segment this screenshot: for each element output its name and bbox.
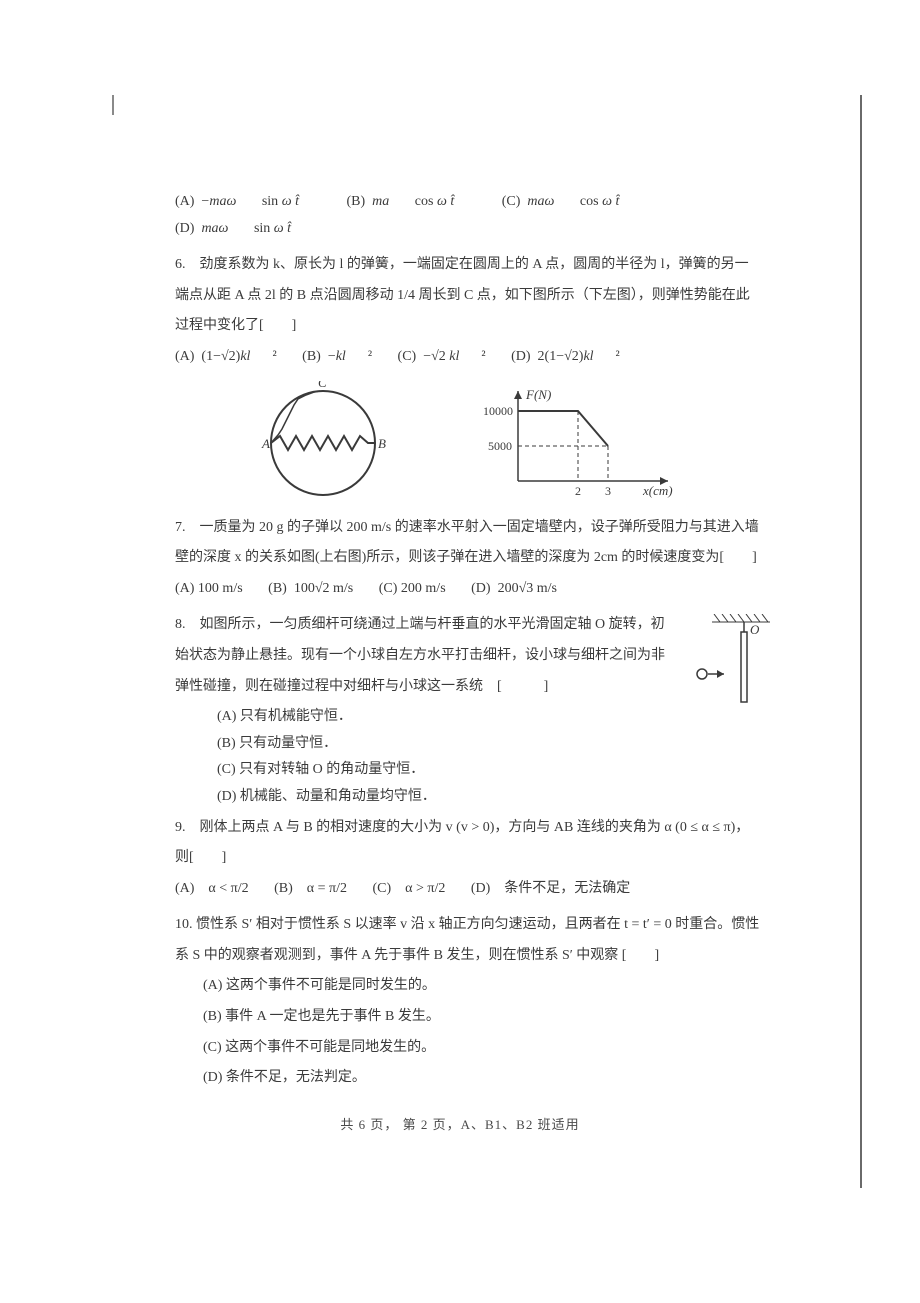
svg-text:3: 3 [605,484,611,498]
q8-opt-b: (B) 只有动量守恒． [175,731,760,758]
q6-opt-c: (C) −√2 kl² [398,344,486,371]
q6-stem-2: 端点从距 A 点 2l 的 B 点沿圆周移动 1/4 周长到 C 点，如下图所示… [175,283,760,310]
q6-stem-3: 过程中变化了[ ] [175,313,760,340]
page-border-left [112,95,114,115]
q5-options: (A) −maω sin ω t̂ (B) ma cos ω t̂ (C) ma… [175,189,760,242]
q7-opt-c: (C) 200 m/s [379,576,446,603]
svg-text:x(cm): x(cm) [642,483,673,498]
rod-figure: O [692,614,770,710]
svg-text:2: 2 [575,484,581,498]
q5-opt-d: (D) maω sin ω t̂ [175,216,313,243]
q8-stem-1: 8. 如图所示，一匀质细杆可绕通过上端与杆垂直的水平光滑固定轴 O 旋转，初 [175,612,760,639]
q7-opt-d: (D) 200√3 m/s [471,576,557,603]
q10-opt-d: (D) 条件不足，无法判定。 [175,1065,760,1092]
figure-row: A B C 10000 5000 2 3 x(cm) F(N) [175,381,760,501]
q6-opt-b: (B) −kl² [302,344,372,371]
q9-opt-a: (A) α < π/2 [175,876,249,903]
page-border-right [860,95,862,1188]
q7-stem-2: 壁的深度 x 的关系如图(上右图)所示，则该子弹在进入墙壁的深度为 2cm 的时… [175,545,760,572]
q5-opt-c: (C) maω cos ω t̂ [502,189,642,216]
q9-stem-2: 则[ ] [175,845,760,872]
q5-opt-a: (A) −maω sin ω t̂ [175,189,321,216]
q10-stem-1: 10. 惯性系 S′ 相对于惯性系 S 以速率 v 沿 x 轴正方向匀速运动，且… [175,912,760,939]
svg-text:5000: 5000 [488,439,512,453]
q9-opt-d: (D) 条件不足，无法确定 [471,876,630,903]
svg-text:A: A [261,436,270,451]
svg-text:O: O [750,622,760,637]
q9-opt-b: (B) α = π/2 [274,876,347,903]
q6-stem-1: 6. 劲度系数为 k、原长为 l 的弹簧，一端固定在圆周上的 A 点，圆周的半径… [175,252,760,279]
q6-opt-d: (D) 2(1−√2)kl² [511,344,620,371]
exam-page: (A) −maω sin ω t̂ (B) ma cos ω t̂ (C) ma… [0,0,920,1303]
q9-options: (A) α < π/2 (B) α = π/2 (C) α > π/2 (D) … [175,876,760,903]
q8-stem-3: 弹性碰撞，则在碰撞过程中对细杆与小球这一系统 [ ] [175,674,760,701]
svg-text:C: C [318,381,327,390]
svg-text:B: B [378,436,386,451]
q8-block: O 8. 如图所示，一匀质细杆可绕通过上端与杆垂直的水平光滑固定轴 O 旋转，初… [175,612,760,700]
q7-opt-b: (B) 100√2 m/s [268,576,353,603]
q8-opt-c: (C) 只有对转轴 O 的角动量守恒． [175,757,760,784]
q5-opt-b: (B) ma cos ω t̂ [346,189,476,216]
q10-opt-c: (C) 这两个事件不可能是同地发生的。 [175,1035,760,1062]
q6-options: (A) (1−√2)kl² (B) −kl² (C) −√2 kl² (D) 2… [175,344,760,371]
q6-opt-a: (A) (1−√2)kl² [175,344,277,371]
q10-stem-2: 系 S 中的观察者观测到，事件 A 先于事件 B 发生，则在惯性系 S′ 中观察… [175,943,760,970]
q8-opt-d: (D) 机械能、动量和角动量均守恒． [175,784,760,811]
q9-stem-1: 9. 刚体上两点 A 与 B 的相对速度的大小为 v (v > 0)，方向与 A… [175,815,760,842]
q10-opt-a: (A) 这两个事件不可能是同时发生的。 [175,973,760,1000]
q7-stem-1: 7. 一质量为 20 g 的子弹以 200 m/s 的速率水平射入一固定墙壁内，… [175,515,760,542]
spring-circle-figure: A B C [258,381,388,501]
page-footer: 共 6 页， 第 2 页，A、B1、B2 班适用 [0,1113,920,1138]
q8-stem-2: 始状态为静止悬挂。现有一个小球自左方水平打击细杆，设小球与细杆之间为非 [175,643,760,670]
q9-opt-c: (C) α > π/2 [372,876,445,903]
q10-opt-b: (B) 事件 A 一定也是先于事件 B 发生。 [175,1004,760,1031]
q7-options: (A) 100 m/s (B) 100√2 m/s (C) 200 m/s (D… [175,576,760,603]
q8-opt-a: (A) 只有机械能守恒． [175,704,760,731]
svg-text:F(N): F(N) [525,387,551,402]
svg-text:10000: 10000 [483,404,513,418]
force-depth-chart: 10000 5000 2 3 x(cm) F(N) [478,381,678,501]
q7-opt-a: (A) 100 m/s [175,576,243,603]
